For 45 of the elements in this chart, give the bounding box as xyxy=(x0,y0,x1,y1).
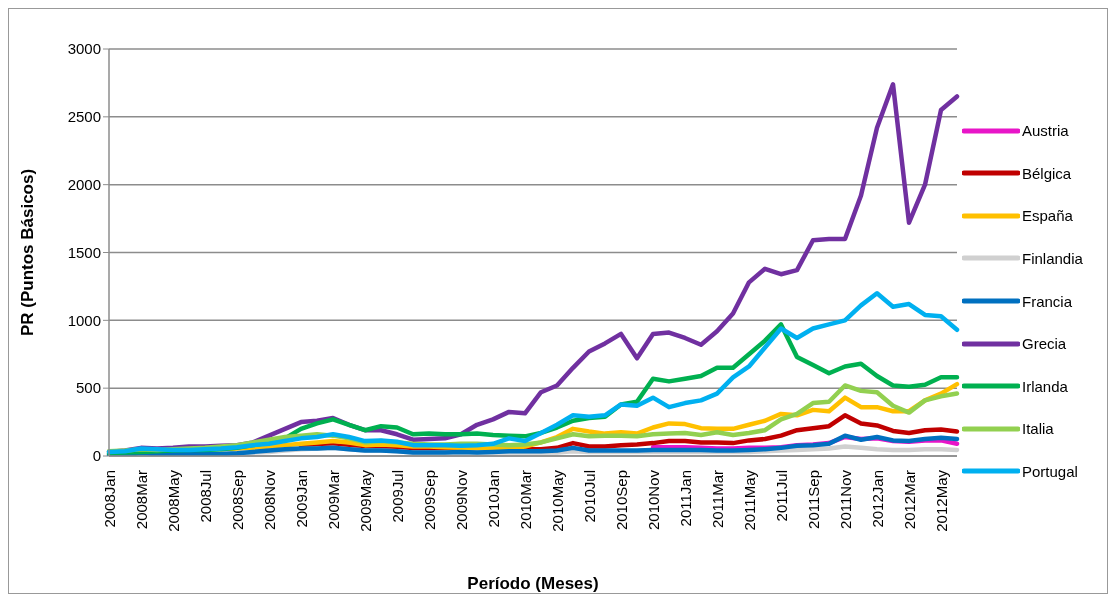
legend-label: Finlandia xyxy=(1022,249,1083,267)
x-tick-label: 2008Nov xyxy=(260,469,278,531)
x-axis-title: Período (Meses) xyxy=(467,574,599,593)
y-tick-label: 500 xyxy=(75,379,101,397)
x-tick-label: 2011Jan xyxy=(676,470,694,527)
x-tick-label: 2009Mar xyxy=(324,470,342,530)
x-tick-label: 2010Jul xyxy=(580,470,598,523)
x-tick-label: 2011Jul xyxy=(772,470,790,522)
x-tick-label: 2009Jul xyxy=(388,470,406,523)
legend-label: Italia xyxy=(1022,420,1054,438)
y-tick-label: 3000 xyxy=(67,40,101,58)
legend-label: Portugal xyxy=(1022,462,1078,480)
legend-label: Francia xyxy=(1022,292,1073,310)
x-tick-label: 2012Mar xyxy=(900,470,918,530)
x-tick-label: 2009May xyxy=(356,469,374,532)
x-tick-label: 2008Sep xyxy=(228,470,246,531)
legend-label: Irlanda xyxy=(1022,377,1068,395)
x-tick-label: 2009Sep xyxy=(420,470,438,531)
x-tick-label: 2010Nov xyxy=(644,469,662,531)
legend-label: España xyxy=(1022,207,1073,225)
y-tick-label: 2500 xyxy=(67,108,101,126)
x-tick-label: 2008Mar xyxy=(132,470,150,530)
y-axis-title: PR (Puntos Básicos) xyxy=(18,168,38,337)
x-tick-label: 2010Jan xyxy=(484,470,502,528)
x-tick-label: 2008Jan xyxy=(100,470,118,528)
x-tick-label: 2009Nov xyxy=(452,469,470,531)
legend-label: Grecia xyxy=(1022,335,1067,353)
x-tick-label: 2009Jan xyxy=(292,470,310,528)
y-tick-label: 1500 xyxy=(67,243,101,261)
x-tick-label: 2008May xyxy=(164,469,182,532)
x-tick-label: 2012May xyxy=(932,469,950,532)
x-tick-label: 2010Mar xyxy=(516,470,534,530)
x-tick-label: 2011Mar xyxy=(708,470,726,529)
x-tick-label: 2010Sep xyxy=(612,470,630,531)
legend-label: Austria xyxy=(1022,122,1069,140)
x-tick-label: 2011Sep xyxy=(804,470,822,529)
y-tick-label: 2000 xyxy=(67,175,101,193)
x-tick-label: 2011May xyxy=(740,469,758,531)
x-tick-label: 2012Jan xyxy=(868,470,886,528)
x-tick-label: 2010May xyxy=(548,469,566,532)
x-tick-label: 2008Jul xyxy=(196,470,214,523)
legend-label: Bélgica xyxy=(1022,164,1072,182)
y-tick-label: 1000 xyxy=(67,311,101,329)
x-tick-label: 2011Nov xyxy=(836,469,854,529)
y-tick-label: 0 xyxy=(92,447,101,465)
